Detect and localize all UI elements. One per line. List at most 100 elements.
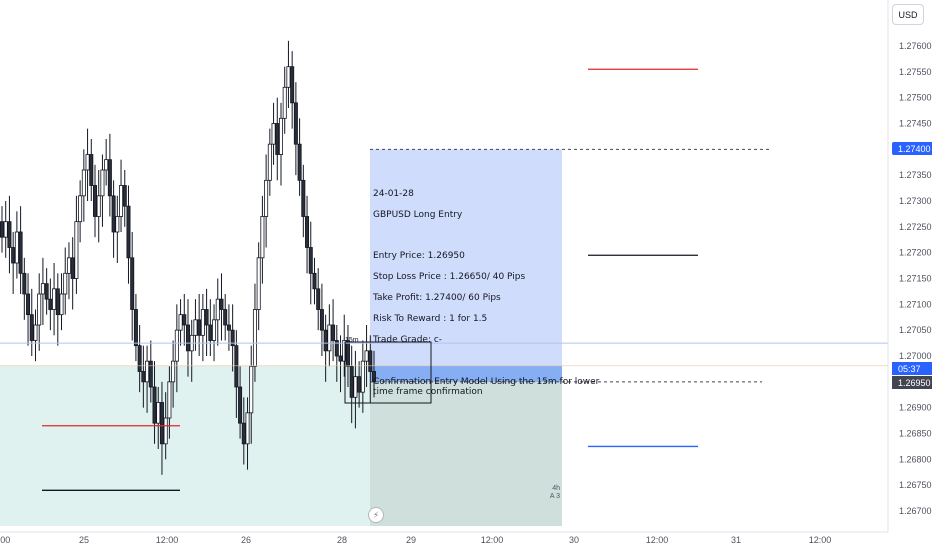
y-tick-label: 1.26800	[899, 454, 932, 464]
candle-body	[185, 324, 190, 352]
candle-body	[212, 319, 217, 341]
trade-annotation[interactable]: 24-01-28 GBPUSD Long Entry Entry Price: …	[373, 178, 613, 408]
candle-body	[133, 309, 138, 347]
candle-body	[278, 117, 283, 155]
candle-body	[204, 309, 209, 326]
candle-body	[238, 386, 243, 424]
candle-body	[33, 324, 38, 341]
candle-body	[52, 288, 57, 310]
y-tick-label: 1.26750	[899, 480, 932, 490]
x-tick-label: 12:00	[646, 535, 669, 545]
entry-band	[370, 365, 562, 382]
x-tick-label: 12:00	[156, 535, 179, 545]
candle-body	[156, 402, 161, 424]
candle-body	[119, 185, 124, 217]
x-tick-label: :00	[0, 535, 10, 545]
candle-body	[22, 272, 27, 295]
candle-body	[223, 309, 228, 326]
candle-body	[193, 319, 198, 336]
candle-body	[264, 179, 269, 217]
y-tick-label: 1.27250	[899, 222, 932, 232]
candle-body	[111, 195, 116, 233]
candle-body	[290, 66, 295, 104]
x-tick-label: 12:00	[481, 535, 504, 545]
candle-body	[89, 154, 94, 186]
candle-body	[122, 185, 127, 207]
x-tick-label: 12:00	[809, 535, 832, 545]
candle-body	[18, 231, 23, 274]
candle-body	[182, 314, 187, 326]
candle-body	[104, 159, 109, 171]
candle-body	[282, 86, 287, 119]
price-tag-target: 1.27400	[892, 142, 932, 155]
candle-body	[256, 257, 261, 310]
candle-body	[349, 365, 354, 398]
candle-body	[312, 272, 317, 290]
candle-body	[93, 185, 98, 217]
candle-body	[327, 324, 332, 352]
price-tag-entry: 1.26950	[892, 376, 932, 389]
y-tick-label: 1.27100	[899, 299, 932, 309]
candle-body	[249, 365, 254, 414]
candle-body	[208, 324, 213, 341]
y-tick-label: 1.27150	[899, 274, 932, 284]
candle-body	[241, 422, 246, 445]
stop-zone	[370, 381, 562, 526]
candle-body	[275, 123, 280, 155]
candle-body	[360, 360, 365, 393]
annotation-grade: Trade Grade: c-	[373, 335, 443, 345]
candle-body	[197, 319, 202, 336]
x-tick-label: 31	[731, 535, 741, 545]
candle-body	[137, 345, 142, 372]
candle-body	[331, 324, 336, 341]
candle-body	[40, 283, 45, 295]
y-tick-label: 1.26900	[899, 403, 932, 413]
candle-body	[96, 195, 101, 217]
candle-body	[59, 293, 64, 316]
stop-zone-history	[0, 365, 370, 526]
candle-body	[334, 340, 339, 357]
candle-body	[14, 231, 19, 264]
candle-body	[174, 329, 179, 362]
candle-body	[81, 169, 86, 197]
bolt-icon[interactable]: ⚡	[368, 507, 384, 523]
candle-body	[316, 288, 321, 310]
candle-body	[167, 381, 172, 419]
y-tick-label: 1.27200	[899, 248, 932, 258]
candle-body	[297, 143, 302, 181]
currency-button[interactable]: USD	[892, 4, 924, 25]
candle-body	[63, 272, 68, 295]
x-tick-label: 26	[241, 535, 251, 545]
candle-body	[215, 298, 220, 321]
candle-body	[357, 376, 362, 393]
candle-body	[319, 309, 324, 331]
candle-body	[245, 412, 250, 445]
x-tick-label: 25	[79, 535, 89, 545]
candle-body	[26, 293, 31, 316]
candle-body	[148, 360, 153, 388]
timeframe-value: 4h	[552, 485, 560, 492]
y-tick-label: 1.26700	[899, 506, 932, 516]
candle-body	[152, 386, 157, 424]
candle-body	[260, 216, 265, 259]
candle-body	[230, 329, 235, 347]
candle-body	[286, 66, 291, 88]
candle-body	[100, 169, 105, 197]
candle-body	[126, 205, 131, 259]
candle-body	[44, 283, 49, 300]
candle-body	[271, 123, 276, 145]
candle-body	[66, 257, 71, 274]
candle-body	[323, 329, 328, 352]
candle-body	[163, 417, 168, 445]
candle-body	[107, 159, 112, 197]
box-timeframe-label: 15m	[345, 337, 359, 344]
candle-body	[171, 360, 176, 383]
candle-body	[371, 371, 376, 383]
annotation-target: Take Profit: 1.27400/ 60 Pips	[373, 293, 501, 303]
candle-body	[3, 221, 8, 238]
x-tick-label: 30	[569, 535, 579, 545]
annotation-stop: Stop Loss Price : 1.26650/ 40 Pips	[373, 272, 526, 282]
annotation-subtitle: GBPUSD Long Entry	[373, 209, 463, 220]
